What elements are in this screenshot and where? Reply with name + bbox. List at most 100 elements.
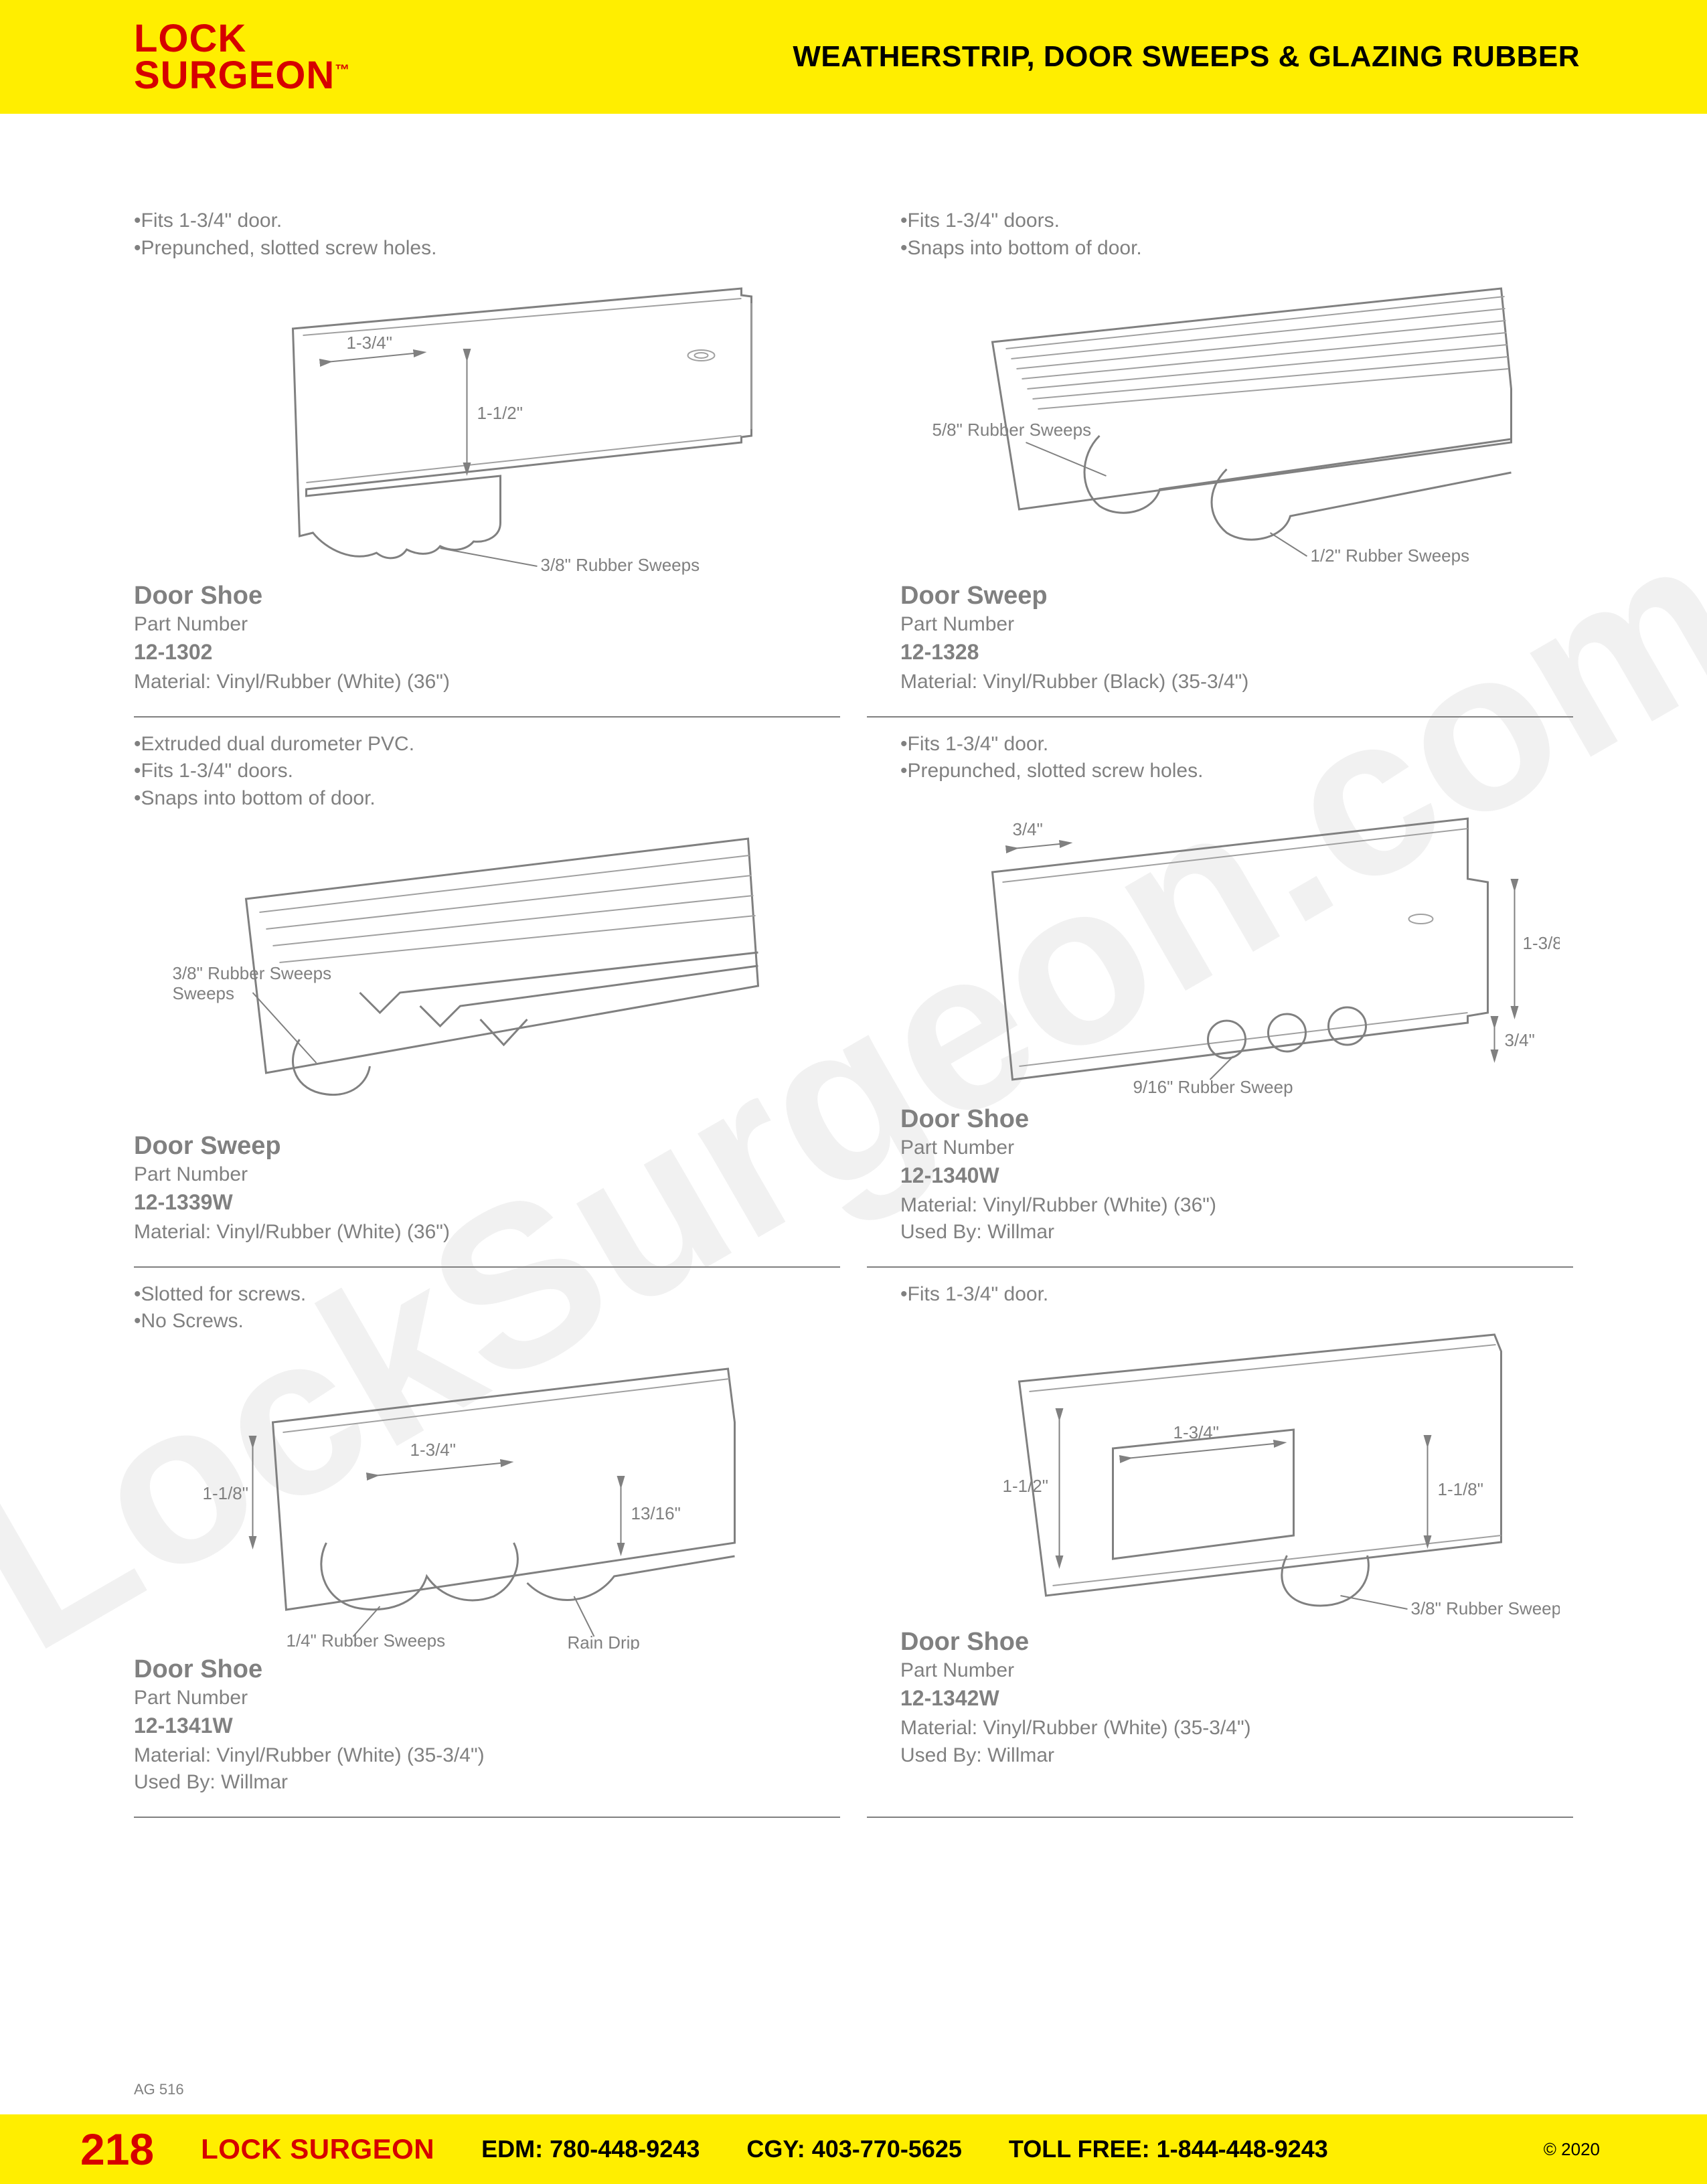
product-cell: •Extruded dual durometer PVC. •Fits 1-3/… (134, 718, 840, 1268)
product-illustration: 3/8" Rubber Sweeps Sweeps (134, 819, 807, 1126)
callout-sweep: 1/4" Rubber Sweeps (287, 1630, 446, 1650)
footer-brand: LOCK SURGEON (201, 2133, 434, 2165)
usedby-value: Willmar (987, 1744, 1054, 1766)
material-label: Material: (900, 1194, 977, 1216)
usedby-value: Willmar (987, 1221, 1054, 1243)
product-cell: •Fits 1-3/4" door. •Prepunched, slotted … (134, 194, 840, 718)
material-label: Material: (900, 671, 977, 693)
product-cell: •Slotted for screws. •No Screws. 1-1/8" … (134, 1268, 840, 1818)
callout-sweep: 9/16" Rubber Sweep (1133, 1077, 1293, 1097)
callout-drip: Rain Drip (568, 1632, 640, 1650)
brand-logo: LOCK SURGEON™ (134, 20, 350, 94)
material-value: Vinyl/Rubber (White) (36") (983, 1194, 1216, 1216)
material-line: Material: Vinyl/Rubber (White) (36") (900, 1192, 1560, 1220)
dim-right: 1-1/8" (1438, 1479, 1484, 1499)
note-line: •Snaps into bottom of door. (134, 785, 807, 813)
material-value: Vinyl/Rubber (White) (35-3/4") (983, 1717, 1250, 1739)
product-title: Door Shoe (134, 1655, 807, 1684)
usedby-label: Used By: (134, 1771, 216, 1793)
material-line: Material: Vinyl/Rubber (White) (36") (134, 1219, 807, 1246)
page-title: WEATHERSTRIP, DOOR SWEEPS & GLAZING RUBB… (793, 40, 1580, 74)
part-number: 12-1342W (900, 1686, 1560, 1711)
product-notes: •Fits 1-3/4" door. (900, 1281, 1560, 1309)
dim-right: 3/4" (1505, 1030, 1535, 1050)
product-notes: •Extruded dual durometer PVC. •Fits 1-3/… (134, 731, 807, 813)
catalog-page: LockSurgeon.com LOCK SURGEON™ WEATHERSTR… (0, 0, 1707, 2184)
dim-width: 1-3/4" (347, 333, 393, 353)
note-line: •Fits 1-3/4" door. (900, 1281, 1560, 1309)
material-value: Vinyl/Rubber (Black) (35-3/4") (983, 671, 1248, 693)
material-value: Vinyl/Rubber (White) (36") (216, 1221, 450, 1243)
material-line: Material: Vinyl/Rubber (Black) (35-3/4") (900, 669, 1560, 696)
product-grid: •Fits 1-3/4" door. •Prepunched, slotted … (134, 194, 1573, 1818)
note-line: •No Screws. (134, 1308, 807, 1335)
footer-edm-label: EDM: (481, 2135, 543, 2163)
part-number: 12-1302 (134, 640, 807, 665)
part-number-label: Part Number (134, 1687, 807, 1709)
note-line: •Fits 1-3/4" door. (900, 731, 1560, 758)
product-title: Door Shoe (900, 1105, 1560, 1134)
footer-toll: TOLL FREE: 1-844-448-9243 (1009, 2135, 1328, 2163)
product-notes: •Fits 1-3/4" doors. •Snaps into bottom o… (900, 207, 1560, 262)
dim-right: 13/16" (631, 1503, 681, 1523)
usedby-line: Used By: Willmar (900, 1742, 1560, 1770)
part-number-label: Part Number (900, 1659, 1560, 1682)
product-notes: •Slotted for screws. •No Screws. (134, 1281, 807, 1335)
footer-cgy-value: 403-770-5625 (812, 2135, 962, 2163)
product-info: Door Shoe Part Number 12-1341W Material:… (134, 1655, 807, 1796)
note-line: •Fits 1-3/4" door. (134, 207, 807, 235)
brand-line-2-text: SURGEON (134, 54, 335, 97)
page-number: 218 (80, 2124, 154, 2175)
content-area: •Fits 1-3/4" door. •Prepunched, slotted … (0, 114, 1707, 1845)
note-line: •Prepunched, slotted screw holes. (900, 758, 1560, 785)
part-number-label: Part Number (900, 1137, 1560, 1159)
ag-code: AG 516 (134, 2081, 184, 2098)
material-value: Vinyl/Rubber (White) (35-3/4") (216, 1744, 484, 1766)
part-number-label: Part Number (134, 1163, 807, 1186)
product-info: Door Shoe Part Number 12-1302 Material: … (134, 582, 807, 696)
product-info: Door Sweep Part Number 12-1328 Material:… (900, 582, 1560, 696)
dim-height: 1-1/2" (477, 403, 523, 423)
part-number: 12-1340W (900, 1163, 1560, 1188)
product-title: Door Shoe (134, 582, 807, 610)
brand-line-2: SURGEON™ (134, 57, 350, 94)
usedby-label: Used By: (900, 1744, 982, 1766)
product-illustration: 1-1/8" 1-3/4" 13/16" 1/4" Rubber Sweeps … (134, 1342, 807, 1650)
note-line: •Snaps into bottom of door. (900, 235, 1560, 262)
footer-edm-value: 780-448-9243 (550, 2135, 700, 2163)
material-line: Material: Vinyl/Rubber (White) (35-3/4") (900, 1715, 1560, 1742)
part-number-label: Part Number (134, 613, 807, 636)
material-label: Material: (900, 1717, 977, 1739)
usedby-label: Used By: (900, 1221, 982, 1243)
note-line: •Prepunched, slotted screw holes. (134, 235, 807, 262)
part-number: 12-1341W (134, 1713, 807, 1738)
product-cell: •Fits 1-3/4" door. •Prepunched, slotted … (867, 718, 1573, 1268)
product-title: Door Sweep (900, 582, 1560, 610)
footer-cgy-label: CGY: (746, 2135, 805, 2163)
product-cell: •Fits 1-3/4" doors. •Snaps into bottom o… (867, 194, 1573, 718)
product-cell: •Fits 1-3/4" door. 1-1/2" 1-3/4" 1-1/8" (867, 1268, 1573, 1818)
brand-trademark: ™ (335, 62, 350, 78)
footer-edm: EDM: 780-448-9243 (481, 2135, 700, 2163)
callout-sweep-a: 5/8" Rubber Sweeps (932, 420, 1092, 440)
material-label: Material: (134, 1744, 211, 1766)
part-number-label: Part Number (900, 613, 1560, 636)
footer-toll-label: TOLL FREE: (1009, 2135, 1150, 2163)
note-line: •Fits 1-3/4" doors. (134, 758, 807, 785)
product-notes: •Fits 1-3/4" door. •Prepunched, slotted … (900, 731, 1560, 785)
product-illustration: 1-3/4" 1-1/2" 3/8" Rubber Sweeps (134, 268, 807, 576)
material-label: Material: (134, 671, 211, 693)
callout-sweep: 3/8" Rubber Sweeps (541, 555, 700, 575)
dim-top: 3/4" (1013, 819, 1043, 839)
product-illustration: 1-1/2" 1-3/4" 1-1/8" 3/8" Rubber Sweeps (900, 1315, 1560, 1622)
brand-line-1: LOCK (134, 20, 350, 57)
product-illustration: 3/4" 1-3/8" 3/4" 9/16" Rubber Sweep (900, 792, 1560, 1100)
usedby-line: Used By: Willmar (900, 1219, 1560, 1246)
footer-cgy: CGY: 403-770-5625 (746, 2135, 962, 2163)
footer-toll-value: 1-844-448-9243 (1157, 2135, 1328, 2163)
dim-width: 1-3/4" (1173, 1422, 1220, 1442)
product-info: Door Shoe Part Number 12-1340W Material:… (900, 1105, 1560, 1246)
part-number: 12-1328 (900, 640, 1560, 665)
material-value: Vinyl/Rubber (White) (36") (216, 671, 450, 693)
dim-left: 1-1/2" (1003, 1476, 1049, 1496)
